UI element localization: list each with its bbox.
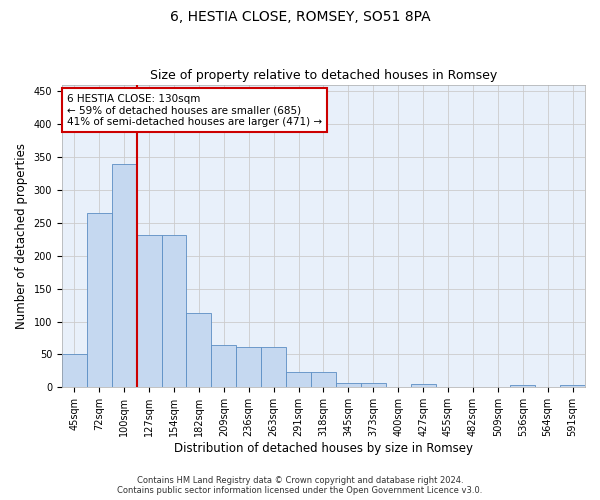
Bar (62, 354, 87, 388)
Bar (286, 372, 311, 388)
Y-axis label: Number of detached properties: Number of detached properties (15, 143, 28, 329)
X-axis label: Distribution of detached houses by size in Romsey: Distribution of detached houses by size … (174, 442, 473, 455)
Bar (161, 234, 187, 388)
Text: 6, HESTIA CLOSE, ROMSEY, SO51 8PA: 6, HESTIA CLOSE, ROMSEY, SO51 8PA (170, 10, 430, 24)
Text: 6 HESTIA CLOSE: 130sqm
← 59% of detached houses are smaller (685)
41% of semi-de: 6 HESTIA CLOSE: 130sqm ← 59% of detached… (67, 94, 322, 127)
Text: Contains HM Land Registry data © Crown copyright and database right 2024.
Contai: Contains HM Land Registry data © Crown c… (118, 476, 482, 495)
Bar (187, 313, 211, 388)
Bar (112, 164, 137, 388)
Bar (87, 213, 112, 388)
Bar (137, 234, 161, 388)
Bar (311, 372, 336, 388)
Bar (560, 386, 585, 388)
Title: Size of property relative to detached houses in Romsey: Size of property relative to detached ho… (150, 69, 497, 82)
Bar (336, 382, 361, 388)
Bar (410, 384, 436, 388)
Bar (361, 382, 386, 388)
Bar (211, 344, 236, 388)
Bar (510, 386, 535, 388)
Bar (236, 346, 261, 388)
Bar (261, 346, 286, 388)
